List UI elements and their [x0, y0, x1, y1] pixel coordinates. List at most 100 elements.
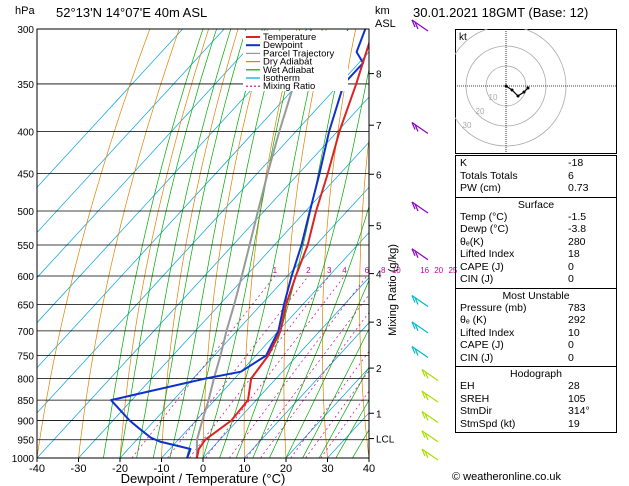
pressure-tick-label: 350 [17, 80, 34, 91]
wet-adiabat-line [202, 29, 301, 458]
index-label: K [460, 157, 468, 169]
wet-adiabat-line [318, 366, 369, 458]
wind-barb [411, 345, 429, 358]
hodograph-unit: kt [459, 32, 467, 43]
height-tick-label: 2 [376, 364, 382, 375]
dry-adiabat-line [119, 29, 209, 458]
index-label: SREH [460, 392, 490, 405]
dry-adiabat-line [161, 29, 239, 458]
mixing-ratio-tick-label: 6 [365, 266, 370, 275]
wind-barb-flag [421, 390, 426, 399]
index-row: CIN (J) 0 [460, 352, 612, 365]
surface-title: Surface [517, 198, 555, 211]
index-value: 0 [568, 273, 574, 285]
dry-adiabat-line [202, 29, 268, 458]
index-row: Dewp (°C) -3.8 [460, 223, 612, 236]
pressure-tick-label: 900 [17, 417, 34, 428]
legend-entry: Dry Adiabat [263, 57, 312, 68]
temperature-tick-label: -10 [154, 463, 170, 475]
hodograph-ring-label: 20 [476, 107, 485, 116]
hodograph-ring-label: 10 [489, 93, 498, 102]
index-value: 6 [568, 169, 574, 182]
dry-adiabat-line [322, 29, 357, 458]
temperature-line [195, 40, 369, 458]
index-value: -18 [568, 157, 584, 169]
height-tick-label: 4 [376, 270, 382, 281]
indices-panel: K -18 Totals Totals 6 PW (cm) 0.73 Surface … [455, 155, 617, 433]
index-value: 18 [568, 248, 580, 260]
hodograph-ring-label: 30 [463, 121, 472, 130]
index-value: 19 [568, 417, 580, 430]
wind-barb [421, 430, 439, 443]
mixing-ratio-line [260, 311, 369, 458]
pressure-tick-label: 1000 [12, 454, 35, 465]
index-label: EH [460, 380, 475, 392]
mixing-ratio-tick-label: 16 [420, 266, 429, 275]
dry-adiabat-line [396, 29, 415, 458]
temperature-tick-label: -40 [29, 463, 45, 475]
index-value: 280 [568, 235, 586, 248]
index-label: CIN (J) [460, 273, 494, 285]
isotherm-line [78, 141, 369, 458]
index-row: θₑ (K) 292 [460, 314, 612, 327]
pressure-tick-label: 400 [17, 128, 34, 139]
mixing-ratio-tick-label: 2 [306, 266, 311, 275]
isotherm-line [37, 29, 183, 188]
wet-adiabat-line [186, 29, 281, 458]
station-location: 52°13'N 14°07'E 40m ASL [56, 5, 208, 20]
pressure-tick-label: 550 [17, 241, 34, 252]
index-value: 783 [568, 301, 586, 314]
legend-entry: Isotherm [263, 73, 300, 84]
wind-barb-flag [421, 369, 426, 377]
wind-barb-flag [411, 346, 416, 354]
index-value: -3.8 [568, 223, 587, 235]
wind-barb-flag [424, 432, 429, 440]
height-axis-label-asl: ASL [375, 18, 396, 30]
dry-adiabat-line [37, 29, 151, 458]
pressure-tick-label: 800 [17, 375, 34, 386]
wet-adiabat-line [152, 29, 247, 458]
pressure-tick-label: 650 [17, 301, 34, 312]
index-value: 0 [568, 351, 574, 364]
index-row: StmDir 314° [460, 405, 612, 418]
index-label: CAPE (J) [460, 260, 504, 273]
pressure-tick-label: 950 [17, 436, 34, 447]
hodograph-plot: kt 10 20 30 [455, 29, 617, 154]
dry-adiabat-line [431, 29, 453, 458]
index-row: PW (cm) 0.73 [460, 182, 612, 195]
hodograph-point [522, 90, 526, 94]
dry-adiabat-line [243, 29, 298, 458]
wind-barb [421, 390, 439, 403]
temperature-tick-label: 20 [280, 463, 292, 475]
wind-barb-flag [414, 21, 419, 30]
mixing-ratio-line [320, 390, 369, 458]
wind-barb-flag [424, 392, 429, 401]
index-row: Lifted Index 10 [460, 327, 612, 340]
isotherm-line [244, 322, 369, 458]
hodograph-point [510, 88, 514, 92]
wind-barb-flag [411, 122, 416, 130]
temperature-tick-label: 30 [321, 463, 333, 475]
mixing-ratio-tick-label: 8 [381, 266, 386, 275]
index-row: StmSpd (kt) 19 [460, 418, 612, 431]
index-value: 105 [568, 392, 586, 405]
mixing-ratio-line [305, 370, 369, 458]
basic-indices-box: K -18 Totals Totals 6 PW (cm) 0.73 [455, 155, 617, 198]
most-unstable-title: Most Unstable [502, 289, 570, 302]
index-row: SREH 105 [460, 393, 612, 406]
wind-barb-flag [414, 203, 419, 212]
height-tick-label: 5 [376, 222, 382, 233]
temperature-tick-label: 10 [238, 463, 250, 475]
pressure-tick-label: 300 [17, 25, 34, 36]
height-tick-label: 1 [376, 409, 382, 420]
index-value: 0.73 [568, 182, 589, 194]
wind-barb-flag [414, 297, 419, 305]
valid-datetime: 30.01.2021 18GMT (Base: 12) [413, 5, 589, 20]
index-row: θₑ(K) 280 [460, 236, 612, 249]
wind-barb-flag [421, 411, 426, 419]
index-row: CAPE (J) 0 [460, 261, 612, 274]
wind-barb-flag [414, 124, 419, 132]
isotherm-line [37, 29, 266, 279]
pressure-tick-label: 450 [17, 170, 34, 181]
index-label: PW (cm) [460, 182, 501, 194]
